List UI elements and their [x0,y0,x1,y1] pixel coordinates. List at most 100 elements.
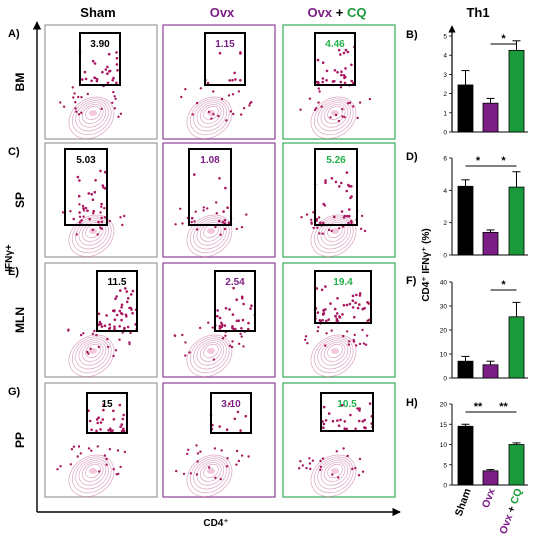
event-dot [93,62,97,65]
event-dot [340,403,344,407]
event-dot [194,210,197,213]
event-dot [89,347,92,350]
event-dot [365,334,369,337]
flow-panel-pp-0: 15 [44,382,158,498]
event-dot [310,221,313,224]
event-dot [344,67,347,70]
event-dot [342,74,346,77]
event-dot [125,290,129,293]
event-dot [115,81,118,85]
event-dot [130,308,133,311]
event-dot [233,417,237,421]
flow-panel-frame [44,382,158,498]
gate-value-mln-2: 19.4 [333,277,353,288]
event-dot [206,207,209,210]
event-dot [93,190,97,194]
event-dot [348,302,352,306]
event-dot [81,204,85,208]
event-dot [232,112,235,116]
event-dot [111,101,114,105]
event-dot [363,418,367,422]
gate-box [204,32,246,86]
event-dot [105,314,108,317]
bar-sham [457,185,474,256]
event-dot [225,428,229,432]
event-dot [325,69,329,73]
event-dot [99,169,102,173]
event-dot [353,333,356,337]
gate-box [314,270,372,324]
event-dot [187,448,190,451]
row-letter-sp: C) [8,146,20,158]
event-dot [316,311,320,314]
event-dot [353,315,356,319]
event-dot [126,297,130,300]
gate-box [64,148,108,226]
event-dot [336,71,339,74]
event-dot [350,219,353,223]
event-dot [356,407,359,410]
event-dot [77,113,81,116]
contour-line [71,456,112,494]
bar-sham [457,84,474,133]
event-dot [220,97,224,101]
bar-y-tick-label: 5 [443,34,447,41]
event-dot [347,214,351,218]
event-dot [114,97,117,101]
gate-box [314,148,358,226]
event-dot [308,462,312,465]
event-dot [105,463,108,466]
gate-value-mln-0: 11.5 [108,277,127,288]
event-dot [120,303,124,307]
event-dot [358,342,362,346]
event-dot [342,303,346,307]
event-dot [317,101,320,104]
bar-y-tick-label: 4 [443,188,447,195]
event-dot [358,292,362,295]
event-dot [125,315,128,318]
event-dot [80,219,83,222]
event-dot [350,185,353,188]
contour-line [189,216,230,254]
event-dot [216,314,219,318]
bar-y-tick-label: 15 [440,422,448,429]
event-dot [347,343,350,346]
event-dot [227,221,231,224]
contour-line [186,454,233,497]
event-dot [319,319,322,323]
gate-value-pp-0: 15 [101,399,113,410]
event-dot [337,476,340,479]
event-dot [212,113,215,116]
contour-line [189,98,230,136]
event-dot [115,313,119,317]
event-dot [352,105,355,108]
contour-line [193,338,227,370]
event-dot [129,293,133,296]
significance-label: ** [474,401,483,413]
event-dot [195,473,199,476]
contour-line [78,102,107,128]
event-dot [315,287,319,290]
event-dot [249,307,252,310]
contour-line [310,214,357,257]
bar-y-tick-label: 1 [443,110,447,117]
event-dot [82,209,86,212]
event-dot [349,413,352,417]
bar-y-tick-label: 4 [443,53,447,60]
gate-value-mln-1: 2.54 [225,277,245,288]
event-dot [108,326,112,329]
event-dot [316,58,320,62]
event-dot [112,409,115,413]
event-dot [103,216,107,219]
event-dot [126,325,130,329]
contour-line [78,460,107,486]
event-dot [80,96,83,99]
event-dot [97,312,101,316]
event-dot [304,338,307,341]
event-dot [305,466,308,470]
contour-line [196,340,225,366]
event-dot [93,76,96,79]
event-dot [102,408,105,412]
event-dot [239,429,242,432]
contour-line [85,463,101,479]
